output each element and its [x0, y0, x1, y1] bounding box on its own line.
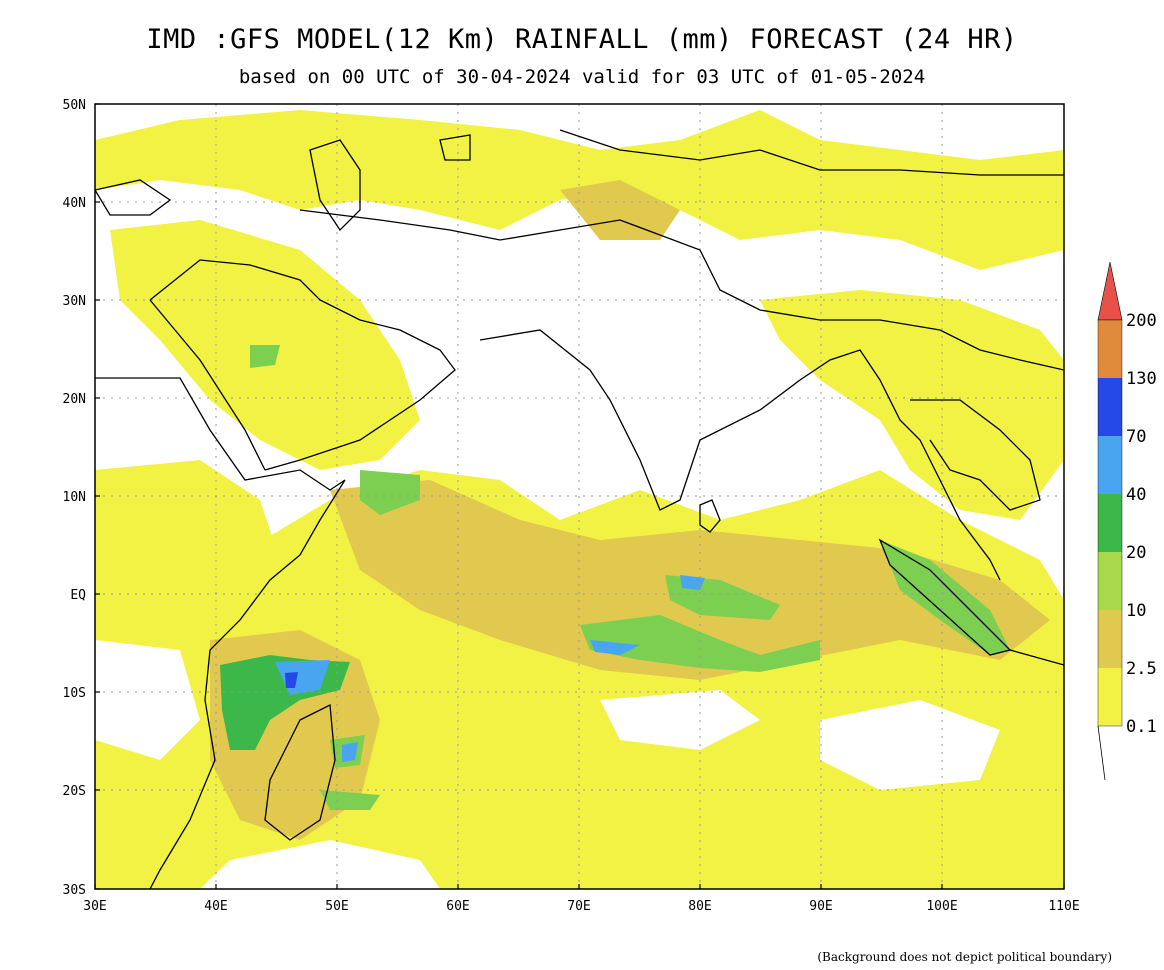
dry-patch-4 [600, 690, 760, 750]
coast-srilanka [699, 499, 721, 533]
lon-label: 100E [926, 899, 957, 914]
legend-swatch-40-70 [1098, 436, 1122, 494]
legend-swatch-lightgreen [1098, 552, 1122, 610]
lon-label: 50E [325, 899, 348, 914]
legend-cap-200plus [1097, 261, 1123, 321]
legend-label: 0.1 [1126, 717, 1157, 737]
dry-patch-1 [200, 840, 440, 889]
latitude-labels: 50N 40N 30N 20N 10N EQ 10S 20S 30S [63, 98, 87, 898]
longitude-labels: 30E 40E 50E 60E 70E 80E 90E 100E 110E [83, 899, 1079, 914]
coast-aral [439, 134, 471, 161]
coast-black-sea [95, 179, 172, 216]
lon-label: 80E [688, 899, 711, 914]
legend-tail [1097, 725, 1106, 781]
lat-label: 50N [63, 98, 86, 113]
coast-africa-arabia [95, 377, 346, 889]
rain-area-blue-4 [342, 742, 358, 762]
legend-labels: 200 130 70 40 20 10 2.5 0.1 [1126, 311, 1157, 737]
legend-label: 2.5 [1126, 659, 1157, 679]
legend-swatch-lightest [1098, 668, 1122, 726]
rain-area-east-africa [95, 460, 280, 640]
legend-label: 200 [1126, 311, 1157, 331]
coast-java [1009, 649, 1064, 666]
rain-area-green-6 [360, 470, 420, 515]
legend-swatch-green [1098, 494, 1122, 552]
legend-swatch-130-200 [1098, 320, 1122, 378]
lat-label: 10N [63, 490, 86, 505]
boundary-central-asia [559, 129, 1064, 176]
rain-area-blue-2 [590, 640, 640, 655]
legend-label: 10 [1126, 601, 1146, 621]
lon-label: 40E [204, 899, 227, 914]
boundary-north-asia [299, 209, 1064, 371]
graticule [95, 104, 1064, 889]
legend-swatch-tan [1098, 610, 1122, 668]
lat-label: 20N [63, 392, 86, 407]
lat-label: 40N [63, 196, 86, 211]
legend-label: 40 [1126, 485, 1146, 505]
legend-label: 130 [1126, 369, 1157, 389]
map-title: IMD :GFS MODEL(12 Km) RAINFALL (mm) FORE… [146, 24, 1018, 55]
lon-label: 60E [446, 899, 469, 914]
rain-area-himalaya-se [760, 290, 1064, 520]
disclaimer-note: (Background does not depict political bo… [817, 950, 1112, 964]
lat-label: 10S [63, 686, 86, 701]
legend-swatch-70-130 [1098, 378, 1122, 436]
rain-area-blue-3 [680, 575, 705, 590]
coast-india [479, 329, 1001, 581]
coast-arabia-gulf [149, 259, 456, 471]
lon-label: 30E [83, 899, 106, 914]
rain-area-green-7 [250, 345, 280, 368]
lat-label: 30S [63, 883, 86, 898]
lon-label: 90E [809, 899, 832, 914]
coast-red-sea [149, 299, 266, 471]
lat-label: EQ [70, 588, 86, 603]
coast-caspian [309, 139, 361, 232]
dry-patch-3 [95, 640, 200, 760]
rain-area-green-3 [880, 540, 1010, 655]
coast-madagascar [264, 703, 336, 841]
map-subtitle: based on 00 UTC of 30-04-2024 valid for … [238, 66, 926, 88]
lon-label: 110E [1048, 899, 1079, 914]
lat-label: 20S [63, 784, 86, 799]
lon-label: 70E [567, 899, 590, 914]
rain-area-green-1 [580, 615, 820, 672]
dry-patch-2 [820, 700, 1000, 790]
coastlines [95, 129, 1064, 889]
tick-marks [94, 103, 1065, 890]
legend-label: 70 [1126, 427, 1146, 447]
legend-label: 20 [1126, 543, 1146, 563]
coast-sumatra [878, 538, 1012, 656]
legend-border [1097, 319, 1123, 727]
coast-se-asia [910, 399, 1041, 511]
legend-colorbar [1097, 261, 1123, 781]
lat-label: 30N [63, 294, 86, 309]
rain-area-darkblue-1 [285, 672, 298, 688]
rain-area-green-5 [320, 790, 380, 810]
